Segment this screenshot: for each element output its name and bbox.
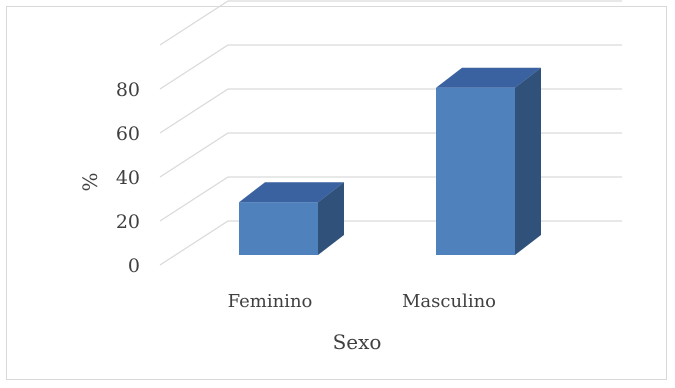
- y-tick-label: 20: [116, 211, 140, 233]
- y-axis-title: %: [78, 172, 102, 191]
- gridline: [159, 220, 622, 266]
- bar-side: [318, 182, 344, 255]
- bar-side: [515, 67, 541, 255]
- bar: [239, 182, 344, 255]
- bar-front: [239, 202, 318, 255]
- gridline: [159, 0, 622, 46]
- gridline: [159, 44, 622, 90]
- gridline: [159, 88, 622, 134]
- x-category-labels: Feminino Masculino: [228, 291, 496, 312]
- y-tick-label: 40: [116, 167, 140, 189]
- y-tick-label: 80: [116, 79, 140, 101]
- bar-top: [239, 182, 344, 203]
- gridline: [159, 132, 622, 178]
- y-tick-label: 0: [128, 255, 140, 277]
- x-axis-title: Sexo: [333, 330, 382, 354]
- y-tick-labels: 0 20 40 60 80: [116, 79, 140, 277]
- y-tick-label: 60: [116, 123, 140, 145]
- bar: [436, 67, 541, 255]
- gridlines: [159, 0, 622, 266]
- bar-front: [436, 87, 515, 255]
- x-category-label: Masculino: [402, 291, 496, 312]
- x-category-label: Feminino: [228, 291, 313, 312]
- bars: [239, 67, 541, 255]
- gridline: [159, 176, 622, 222]
- bar-top: [436, 67, 541, 88]
